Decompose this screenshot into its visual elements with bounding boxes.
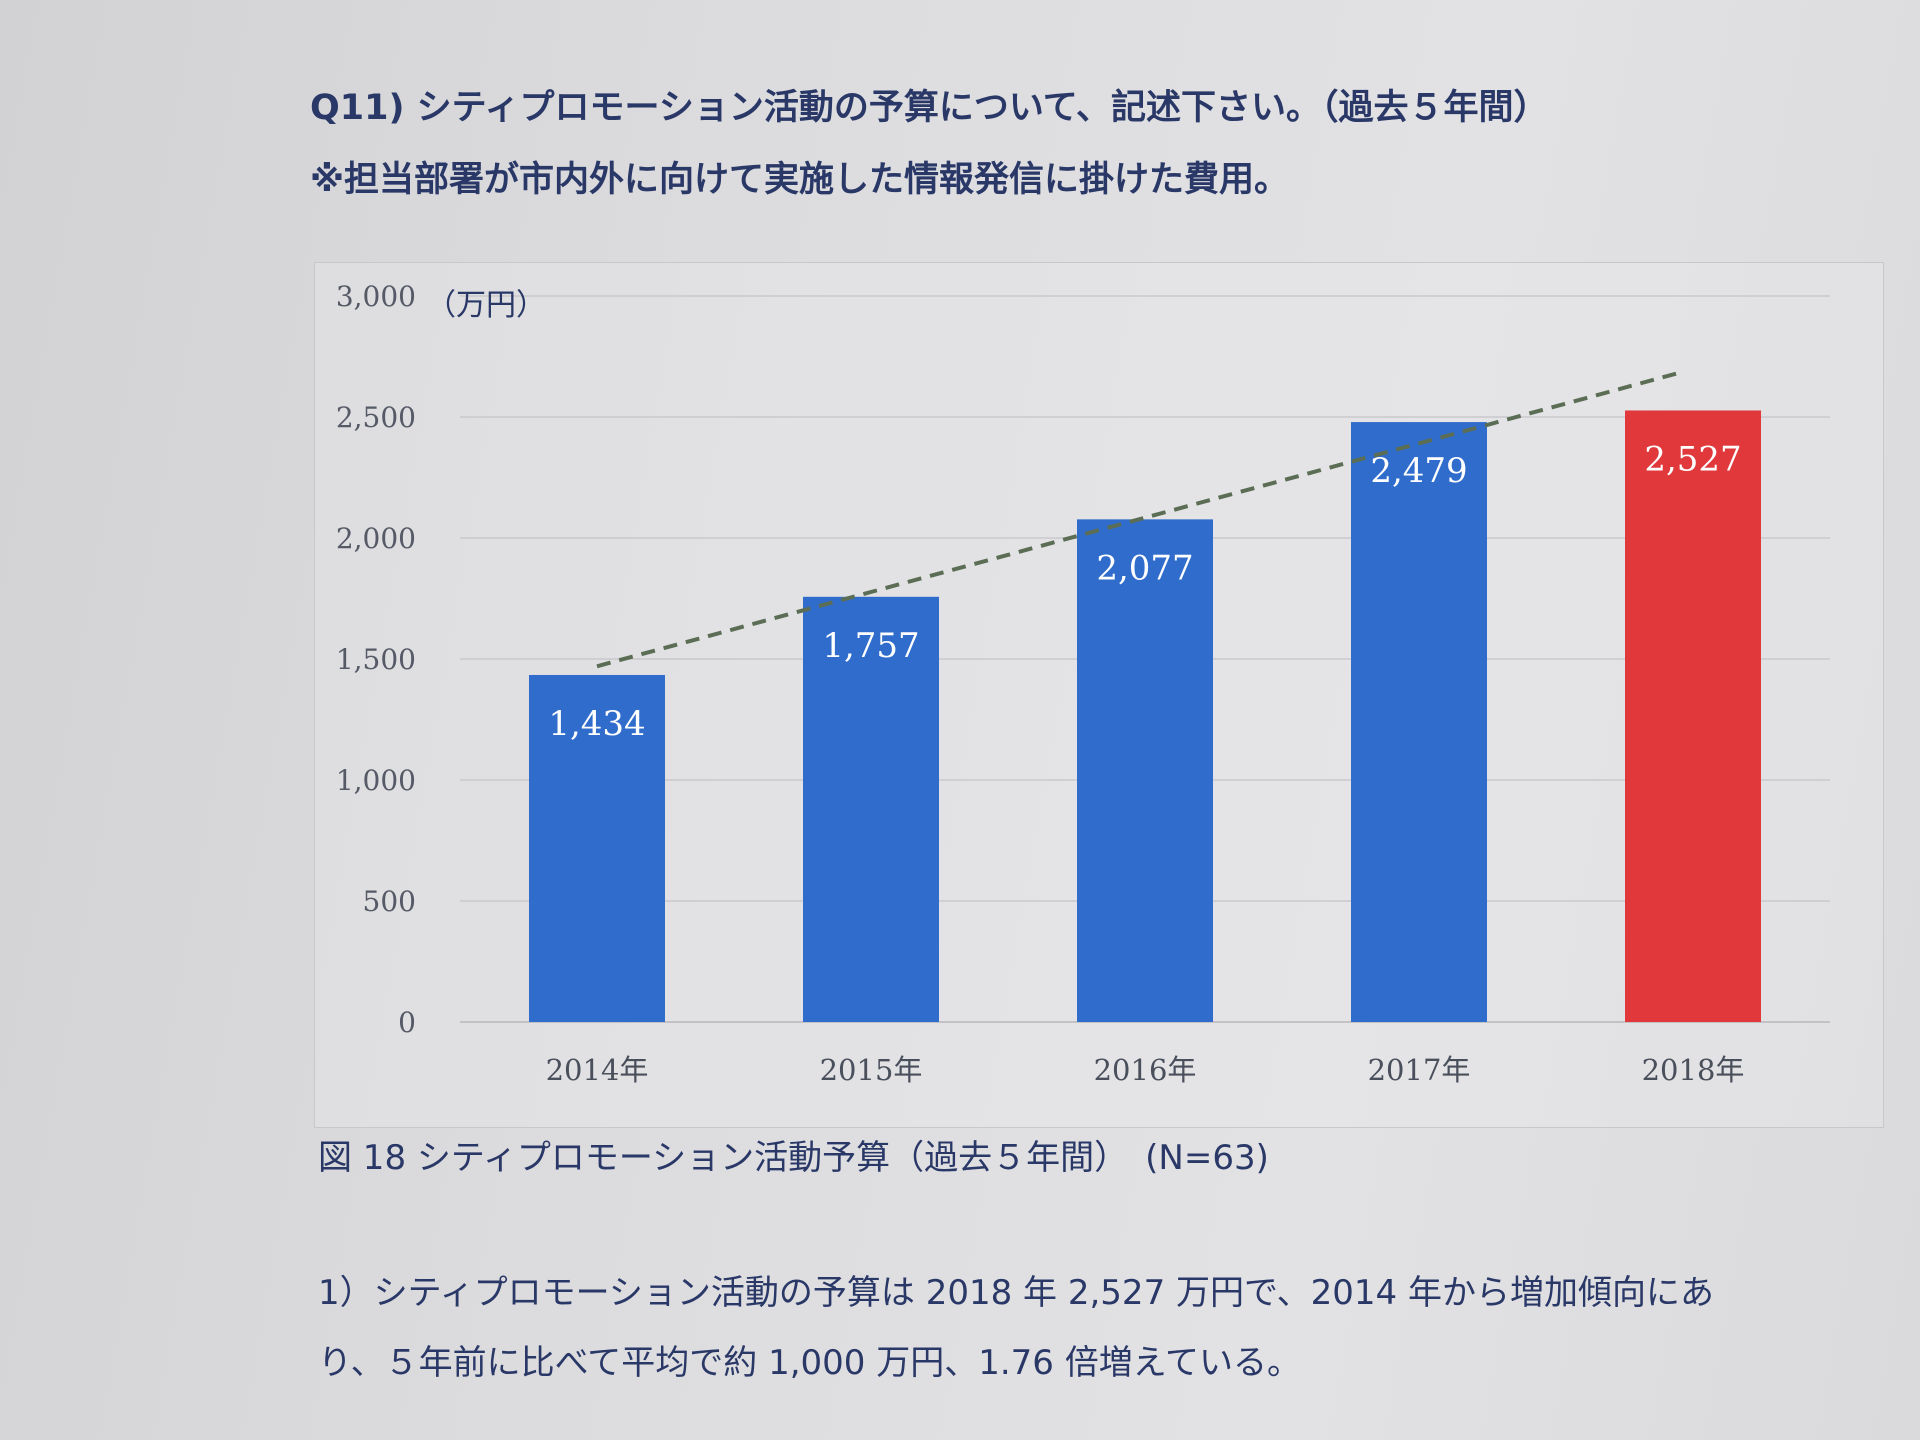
x-axis-categories: 2014年 2015年 2016年 2017年 2018年 — [546, 1053, 1745, 1087]
bars — [529, 410, 1761, 1022]
trendline-dashed — [596, 371, 1678, 669]
x-category-label: 2015年 — [820, 1053, 923, 1087]
x-category-label: 2014年 — [546, 1053, 649, 1087]
bar-2014年 — [529, 674, 665, 1022]
y-tick-label: 3,000 — [336, 280, 416, 313]
x-category-label: 2016年 — [1094, 1053, 1197, 1087]
trendline — [596, 371, 1678, 669]
question-line-1: Q11) シティプロモーション活動の予算について、記述下さい。（過去５年間） — [310, 88, 1549, 128]
data-label: 2,077 — [1096, 548, 1193, 588]
figure-caption: 図 18 シティプロモーション活動予算（過去５年間） (N=63) — [318, 1138, 1269, 1178]
y-axis-unit-label: （万円） — [426, 288, 546, 323]
y-tick-label: 500 — [363, 885, 416, 918]
y-axis-ticks: 0 500 1,000 1,500 2,000 2,500 3,000 — [336, 280, 416, 1039]
data-label: 2,479 — [1370, 451, 1467, 491]
y-tick-label: 1,500 — [336, 643, 416, 676]
data-labels: 1,434 1,757 2,077 2,479 2,527 — [548, 439, 1741, 744]
y-tick-label: 1,000 — [336, 764, 416, 797]
bar-2015年 — [803, 596, 939, 1022]
bar-2018年 — [1625, 410, 1761, 1022]
y-tick-label: 2,500 — [336, 401, 416, 434]
x-category-label: 2018年 — [1642, 1053, 1745, 1087]
data-label: 1,434 — [548, 704, 645, 744]
summary-line-2: り、５年前に比べて平均で約 1,000 万円、1.76 倍増えている。 — [318, 1343, 1302, 1383]
summary-line-1: 1）シティプロモーション活動の予算は 2018 年 2,527 万円で、2014… — [318, 1273, 1714, 1313]
data-label: 1,757 — [822, 626, 919, 666]
x-category-label: 2017年 — [1368, 1053, 1471, 1087]
summary-text: 1）シティプロモーション活動の予算は 2018 年 2,527 万円で、2014… — [318, 1258, 1878, 1398]
y-tick-label: 0 — [398, 1006, 416, 1039]
question-text: Q11) シティプロモーション活動の予算について、記述下さい。（過去５年間） ※… — [310, 72, 1810, 216]
question-line-2: ※担当部署が市内外に向けて実施した情報発信に掛けた費用。 — [310, 160, 1290, 200]
bar-2016年 — [1077, 519, 1213, 1022]
y-tick-label: 2,000 — [336, 522, 416, 555]
data-label: 2,527 — [1644, 439, 1741, 479]
bar-2017年 — [1351, 422, 1487, 1022]
